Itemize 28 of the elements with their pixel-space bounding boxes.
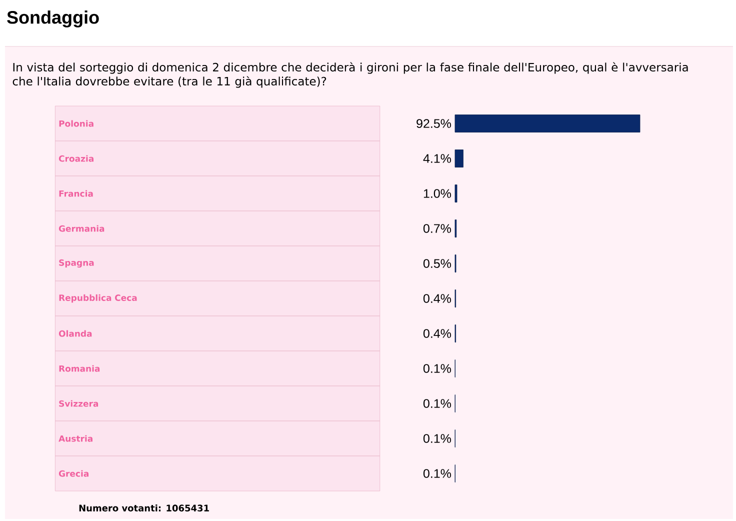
y-tick-label: Croazia xyxy=(58,155,94,162)
data-label: 0.4% xyxy=(423,294,452,303)
bar xyxy=(454,114,640,132)
data-label: 0.4% xyxy=(423,329,452,338)
data-label: 92.5% xyxy=(416,119,452,128)
y-tick-label: Romania xyxy=(59,365,100,372)
data-label: 0.1% xyxy=(423,399,452,408)
text: Numero votanti: 1065431 xyxy=(79,504,209,512)
text: In vista del sorteggio di domenica 2 dicembre che deciderà i gironi per la fase finale dell'Europeo, qual è l'avversaria che l'Italia dovrebbe evitare (tra le 11 già qualificate)? xyxy=(12,62,688,88)
y-tick-label: Olanda xyxy=(58,330,92,337)
data-label: 0.1% xyxy=(423,469,452,478)
y-tick-label: Grecia xyxy=(58,470,88,477)
y-tick-label: Polonia xyxy=(59,120,94,127)
data-label: 1.0% xyxy=(424,189,452,198)
data-label: 0.1% xyxy=(423,364,452,373)
data-label: 0.1% xyxy=(423,434,452,443)
data-label: 0.7% xyxy=(423,224,452,233)
y-tick-label: Repubblica Ceca xyxy=(59,294,137,303)
data-label: 0.5% xyxy=(423,259,452,268)
y-tick-label: Francia xyxy=(59,190,93,197)
y-tick-label: Svizzera xyxy=(59,400,98,407)
bar xyxy=(454,150,464,168)
y-tick-label: Germania xyxy=(58,225,104,232)
y-tick-label: Spagna xyxy=(59,259,94,268)
y-tick-label: Austria xyxy=(58,435,92,442)
bar xyxy=(454,184,458,202)
data-label: 4.1% xyxy=(423,154,452,163)
text: Sondaggio xyxy=(7,10,99,28)
